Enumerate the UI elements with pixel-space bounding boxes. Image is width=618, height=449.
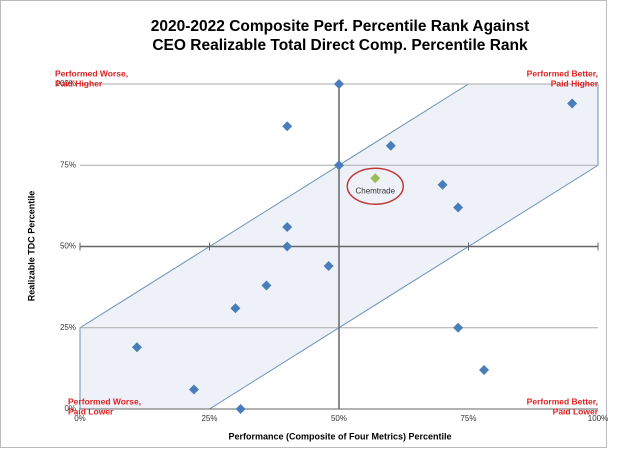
x-tick-label: 75%: [460, 414, 476, 423]
highlight-circle: [346, 167, 405, 205]
x-axis-label: Performance (Composite of Four Metrics) …: [228, 431, 451, 441]
point: [188, 384, 199, 395]
point: [282, 121, 293, 132]
x-tick-label: 25%: [201, 414, 217, 423]
y-tick-label: 100%: [56, 79, 76, 88]
point: [261, 280, 272, 291]
highlight-label: Chemtrade: [355, 186, 395, 195]
chart-title: 2020-2022 Composite Perf. Percentile Ran…: [151, 18, 529, 35]
point: [453, 202, 464, 213]
point: [334, 79, 344, 89]
point: [131, 342, 142, 353]
point: [567, 98, 578, 109]
point: [453, 322, 464, 333]
quadrant-label: Paid Higher: [55, 78, 103, 88]
quadrant-label: Performed Better,: [527, 68, 598, 78]
quadrant-label: Performed Worse,: [68, 396, 141, 406]
highlight-point: [370, 173, 381, 184]
y-tick-label: 75%: [60, 160, 76, 169]
point: [230, 303, 241, 314]
quadrant-label: Performed Worse,: [55, 68, 128, 78]
quadrant-label: Paid Higher: [551, 78, 599, 88]
y-tick-label: 25%: [60, 323, 76, 332]
quadrant-label: Paid Lower: [553, 406, 599, 416]
x-tick-label: 0%: [74, 414, 86, 423]
quadrant-label: Paid Lower: [68, 406, 114, 416]
point: [282, 222, 293, 232]
x-tick-label: 50%: [331, 414, 347, 423]
point: [437, 179, 448, 190]
point: [334, 160, 344, 171]
y-tick-label: 50%: [60, 242, 76, 251]
point: [479, 365, 490, 375]
y-axis-label: Realizable TDC Percentile: [26, 191, 36, 302]
point: [385, 140, 396, 151]
y-tick-label: 0%: [64, 404, 76, 413]
x-tick-label: 100%: [588, 414, 608, 423]
point: [323, 261, 334, 271]
point: [282, 241, 293, 252]
chart-title: CEO Realizable Total Direct Comp. Percen…: [152, 37, 528, 54]
point: [235, 404, 246, 414]
quadrant-label: Performed Better,: [527, 396, 598, 406]
